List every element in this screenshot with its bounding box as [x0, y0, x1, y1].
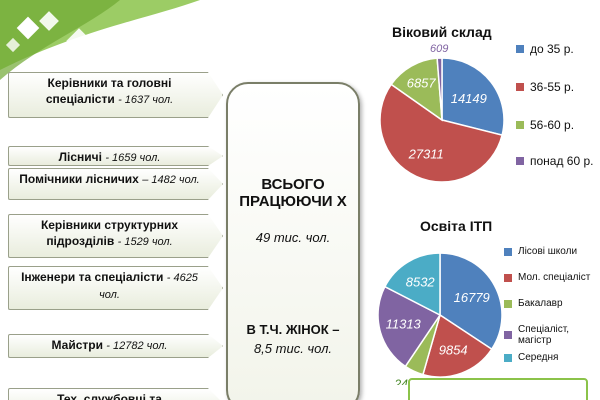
- info-box: [408, 378, 588, 400]
- legend-swatch: [504, 353, 512, 362]
- legend-swatch: [516, 157, 524, 165]
- category-name: Лісничі: [58, 150, 102, 164]
- category-value: – 1482 чол.: [142, 174, 200, 186]
- category-name: Тех. службовці та: [57, 392, 162, 400]
- data-label: 14149: [451, 91, 487, 106]
- pie-slice: [441, 57, 505, 137]
- category-box-assistant-foresters: Помічники лісничих – 1482 чол.: [8, 168, 223, 200]
- category-name: Помічники лісничих: [19, 172, 139, 186]
- data-label: 609: [430, 43, 448, 55]
- legend-swatch: [516, 83, 524, 91]
- category-value: - 1529 чол.: [117, 236, 173, 248]
- legend-item: 36-55 р.: [516, 80, 574, 94]
- legend-swatch: [504, 331, 512, 339]
- legend-item: 56-60 р.: [516, 118, 574, 132]
- data-label: 11313: [386, 316, 422, 331]
- pie-slice: [390, 57, 443, 122]
- legend-label: Середня: [518, 352, 559, 363]
- legend-label: понад 60 р.: [530, 154, 594, 168]
- pie-slice: [422, 313, 493, 378]
- category-value: - 1659 чол.: [105, 152, 161, 164]
- legend-swatch: [516, 45, 524, 53]
- pie-slice: [436, 57, 443, 121]
- legend-swatch: [516, 121, 524, 129]
- data-label: 6857: [407, 76, 437, 91]
- legend-item: Мол. спеціаліст: [504, 272, 590, 283]
- legend-label: до 35 р.: [530, 42, 574, 56]
- women-label: В Т.Ч. ЖІНОК –: [246, 322, 340, 337]
- legend-item: до 35 р.: [516, 42, 574, 56]
- legend-item: Бакалавр: [504, 298, 563, 309]
- legend-label: Бакалавр: [518, 298, 563, 309]
- category-box-foresters: Лісничі - 1659 чол.: [8, 146, 223, 166]
- pie-slice: [377, 285, 442, 368]
- category-box-engineers: Інженери та спеціалісти - 4625 чол.: [8, 266, 223, 310]
- legend-item: Лісові школи: [504, 246, 577, 257]
- legend-label: Спеціаліст, магістр: [518, 324, 570, 346]
- data-label: 16779: [454, 290, 490, 305]
- legend-label: Мол. спеціаліст: [518, 272, 591, 283]
- category-value: - 4625 чол.: [99, 272, 198, 301]
- category-name: Майстри: [51, 338, 103, 352]
- category-box-managers: Керівники та головні спеціалісти - 1637 …: [8, 72, 223, 118]
- data-label: 9854: [439, 343, 468, 358]
- legend-item: Спеціаліст, магістр: [504, 324, 588, 346]
- education-chart-title: Освіта ІТП: [420, 218, 493, 234]
- category-value: - 12782 чол.: [106, 340, 168, 352]
- total-title: ВСЬОГО ПРАЦЮЮЧИ Х: [239, 176, 347, 210]
- category-name: Керівники структурних підрозділів: [40, 218, 179, 248]
- education-pie-chart: 16779 9854 2449 11313 8532: [377, 252, 503, 385]
- legend-swatch: [504, 247, 512, 256]
- total-employees-box: ВСЬОГО ПРАЦЮЮЧИ Х 49 тис. чол. В Т.Ч. ЖІ…: [226, 82, 360, 400]
- data-label: 2449: [394, 377, 422, 385]
- total-value: 49 тис. чол.: [255, 230, 331, 245]
- legend-label: Лісові школи: [518, 246, 578, 257]
- category-box-masters: Майстри - 12782 чол.: [8, 334, 223, 358]
- age-pie-chart: 14149 27311 6857 609: [379, 43, 505, 183]
- women-value: 8,5 тис. чол.: [253, 341, 333, 356]
- legend-label: 36-55 р.: [530, 80, 575, 94]
- legend-label: 56-60 р.: [530, 118, 575, 132]
- data-label: 27311: [408, 147, 444, 162]
- data-label: 8532: [406, 275, 436, 290]
- category-name: Керівники та головні спеціалісти: [45, 76, 172, 106]
- legend-item: Середня: [504, 352, 558, 363]
- legend-swatch: [504, 299, 512, 308]
- pie-slice: [383, 252, 441, 317]
- pie-slice: [379, 83, 504, 183]
- category-box-tech-staff: Тех. службовці та: [8, 388, 223, 400]
- legend-swatch: [504, 273, 512, 282]
- decorative-corner: [0, 0, 200, 80]
- legend-item: понад 60 р.: [516, 154, 594, 168]
- age-chart-title: Віковий склад: [392, 24, 492, 40]
- category-name: Інженери та спеціалісти: [21, 270, 164, 284]
- category-value: - 1637 чол.: [118, 94, 174, 106]
- category-box-department-heads: Керівники структурних підрозділів - 1529…: [8, 214, 223, 258]
